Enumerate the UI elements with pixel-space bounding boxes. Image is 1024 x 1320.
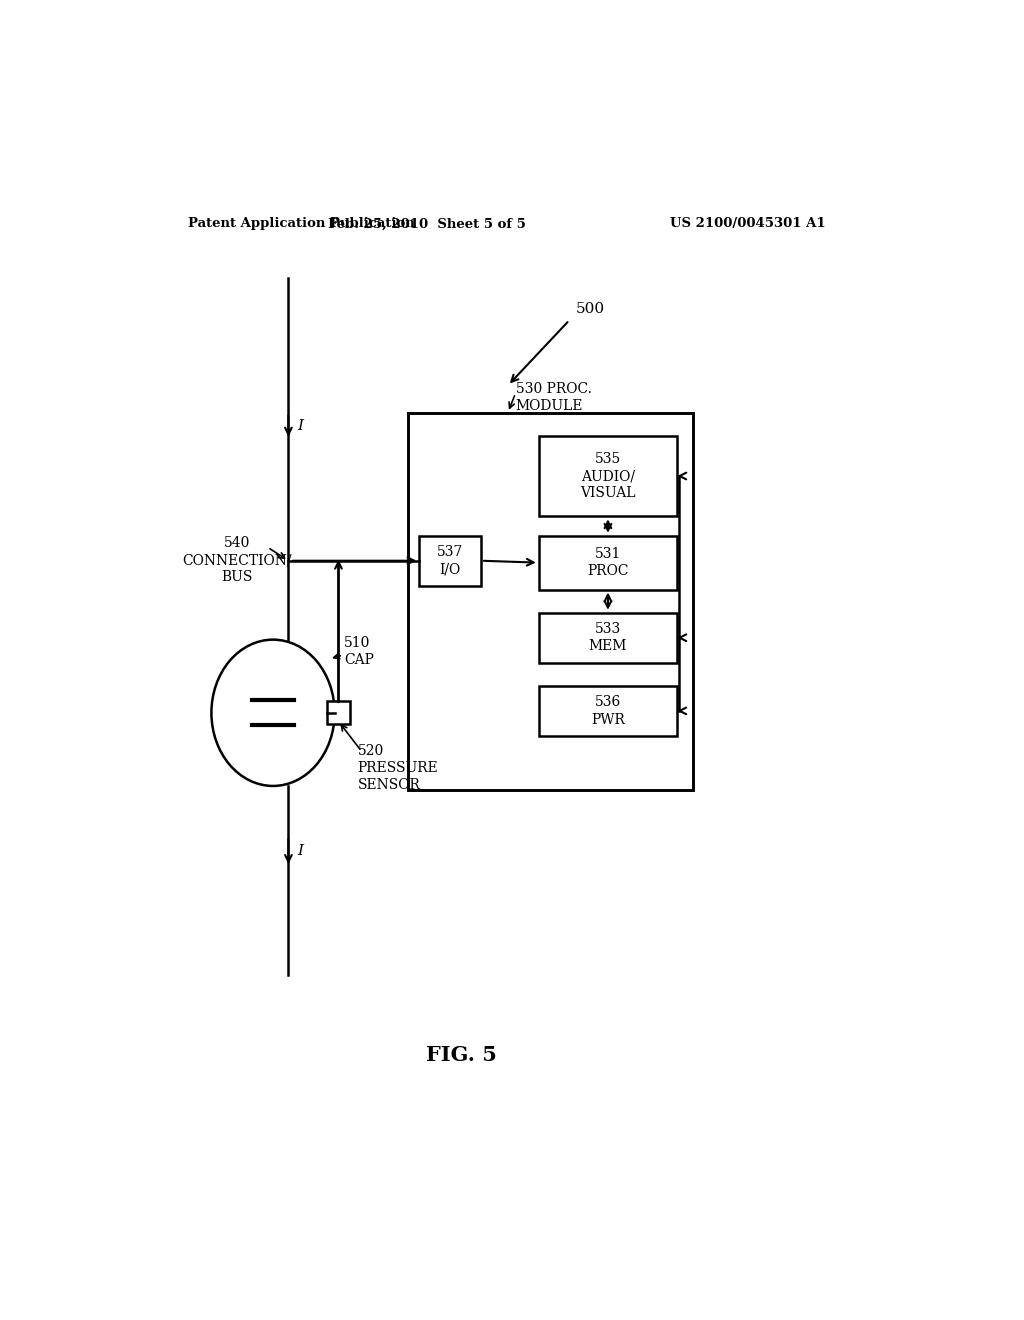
Text: Patent Application Publication: Patent Application Publication [188, 218, 415, 231]
Text: 533
MEM: 533 MEM [589, 622, 627, 653]
Bar [408, 413, 692, 789]
Text: I: I [298, 420, 304, 433]
Bar [327, 701, 350, 725]
Text: 510
CAP: 510 CAP [344, 635, 374, 667]
Text: I: I [298, 845, 304, 858]
Bar [539, 436, 677, 516]
Text: 500: 500 [575, 301, 605, 315]
Text: US 2100/0045301 A1: US 2100/0045301 A1 [670, 218, 825, 231]
Bar [539, 536, 677, 590]
Text: 540
CONNECTION/
BUS: 540 CONNECTION/ BUS [182, 536, 292, 585]
Bar [539, 686, 677, 737]
Text: 531
PROC: 531 PROC [587, 546, 629, 578]
Text: 530 PROC.
MODULE: 530 PROC. MODULE [515, 381, 592, 413]
Text: Feb. 25, 2010  Sheet 5 of 5: Feb. 25, 2010 Sheet 5 of 5 [328, 218, 526, 231]
Text: 535
AUDIO/
VISUAL: 535 AUDIO/ VISUAL [581, 451, 636, 500]
Bar [539, 612, 677, 663]
Text: 536
PWR: 536 PWR [591, 696, 625, 726]
Text: 520
PRESSURE
SENSOR: 520 PRESSURE SENSOR [357, 743, 438, 792]
Text: 537
I/O: 537 I/O [437, 545, 463, 577]
Bar [419, 536, 481, 586]
Text: FIG. 5: FIG. 5 [426, 1045, 497, 1065]
